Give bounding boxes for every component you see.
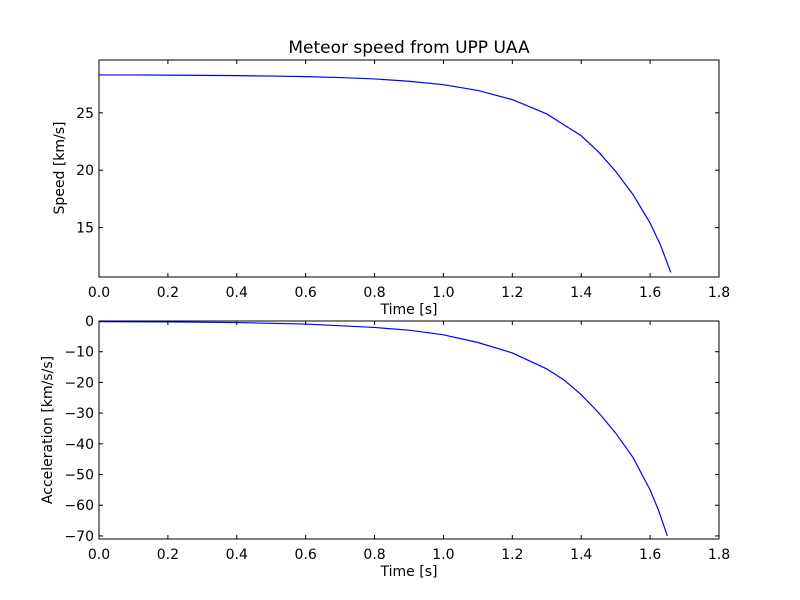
- speed-chart: Meteor speed from UPP UAA 0.0 0.2 0.4 0.6 0.…: [52, 38, 730, 318]
- speed-x-tick-label: 0.8: [363, 285, 385, 301]
- speed-x-tick-label: 0.0: [88, 285, 110, 301]
- acceleration-y-tick-label: −30: [64, 406, 94, 422]
- acceleration-plot-frame: [98, 320, 720, 540]
- speed-y-tick-label: 15: [76, 221, 94, 237]
- acceleration-x-tick-label: 1.4: [570, 547, 592, 563]
- acceleration-y-tick-label: 0: [85, 314, 94, 330]
- speed-x-tick-label: 1.0: [432, 285, 454, 301]
- speed-x-tick-label: 0.6: [295, 285, 317, 301]
- acceleration-x-tick-label: 1.0: [432, 547, 454, 563]
- acceleration-y-tick-label: −40: [64, 437, 94, 453]
- speed-x-axis-label: Time [s]: [380, 302, 438, 318]
- speed-y-tick-label: 20: [76, 163, 94, 179]
- acceleration-chart: 0.0 0.2 0.4 0.6 0.8 1.0 1.2 1.4 1.6 1.8 0 −10 −20 −30…: [40, 314, 730, 580]
- acceleration-x-tick-label: 1.2: [501, 547, 523, 563]
- acceleration-y-axis-label: Acceleration [km/s/s]: [40, 356, 56, 504]
- speed-series-line: [99, 74, 672, 273]
- speed-y-axis-label: Speed [km/s]: [52, 121, 68, 214]
- speed-x-tick-label: 1.4: [570, 285, 592, 301]
- speed-ticks: 0.0 0.2 0.4 0.6 0.8 1.0 1.2 1.4 1.6 1.8 15 20 25: [76, 60, 730, 301]
- speed-x-tick-label: 0.4: [226, 285, 248, 301]
- speed-chart-title: Meteor speed from UPP UAA: [288, 38, 530, 58]
- acceleration-y-tick-label: −50: [64, 468, 94, 484]
- speed-plot-frame: [98, 59, 720, 278]
- acceleration-x-tick-label: 0.2: [157, 547, 179, 563]
- speed-x-tick-label: 0.2: [157, 285, 179, 301]
- acceleration-series-line: [98, 321, 668, 537]
- acceleration-ticks: 0.0 0.2 0.4 0.6 0.8 1.0 1.2 1.4 1.6 1.8 0 −10 −20 −30…: [64, 314, 730, 563]
- acceleration-y-tick-label: −20: [64, 375, 94, 391]
- acceleration-line-layer: [98, 321, 668, 537]
- acceleration-x-axis-label: Time [s]: [380, 564, 438, 580]
- speed-line-layer: [99, 74, 672, 273]
- acceleration-x-tick-label: 1.6: [639, 547, 661, 563]
- acceleration-x-tick-label: 1.8: [708, 547, 730, 563]
- speed-x-tick-label: 1.2: [501, 285, 523, 301]
- acceleration-x-tick-label: 0.0: [88, 547, 110, 563]
- speed-y-tick-label: 25: [76, 106, 94, 122]
- acceleration-y-tick-label: −10: [64, 345, 94, 361]
- speed-x-tick-label: 1.8: [708, 285, 730, 301]
- acceleration-y-tick-label: −70: [64, 529, 94, 545]
- acceleration-y-tick-label: −60: [64, 498, 94, 514]
- acceleration-x-tick-label: 0.8: [363, 547, 385, 563]
- acceleration-x-tick-label: 0.6: [295, 547, 317, 563]
- speed-x-tick-label: 1.6: [639, 285, 661, 301]
- acceleration-x-tick-label: 0.4: [226, 547, 248, 563]
